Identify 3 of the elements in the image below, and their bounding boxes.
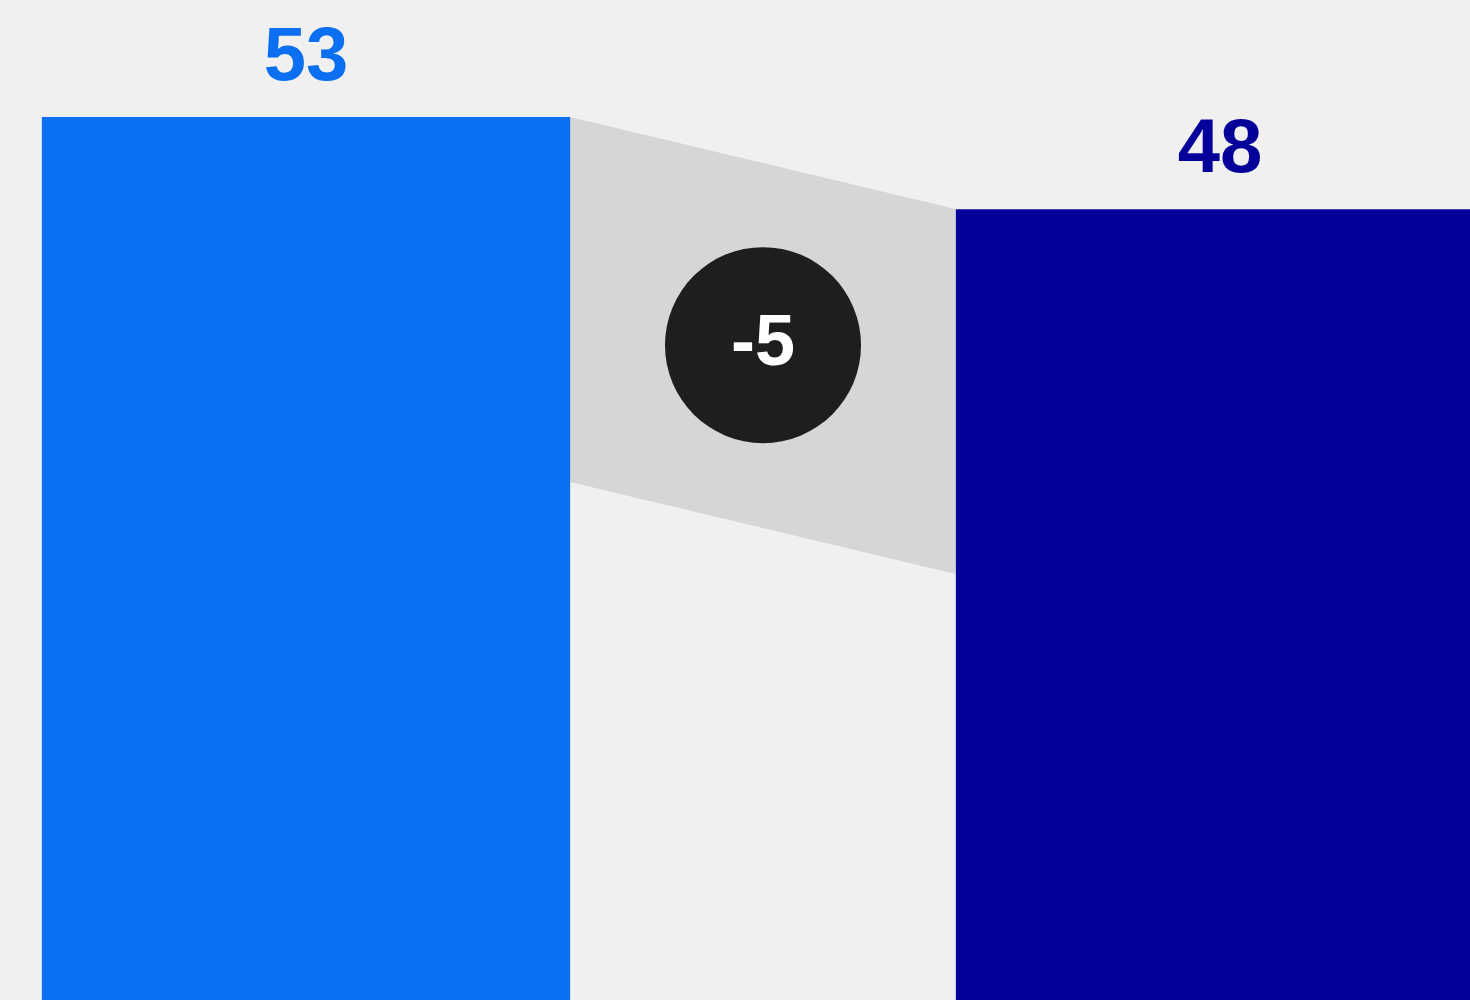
annotation: -5 [730, 300, 796, 380]
data-label: 53 [263, 11, 349, 97]
data-label: 48 [1177, 103, 1263, 189]
